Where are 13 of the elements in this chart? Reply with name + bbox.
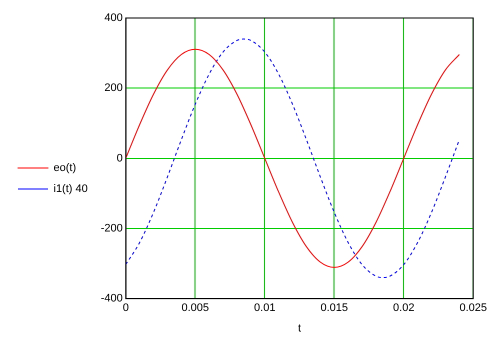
y-tick-label: -200 [100, 222, 123, 234]
y-tick-label: 200 [104, 82, 123, 94]
x-tick-label: 0.02 [393, 302, 414, 314]
x-tick-label: 0.01 [254, 302, 276, 314]
y-tick-label: 0 [116, 152, 123, 164]
x-axis-title: t [298, 322, 302, 334]
y-tick-label: 400 [104, 12, 123, 24]
x-tick-label: 0.025 [459, 302, 487, 314]
legend-label: i1(t) 40 [54, 183, 88, 196]
legend-label: eo(t) [54, 162, 76, 174]
y-tick-label: -400 [100, 292, 123, 305]
x-tick-label: 0.015 [320, 302, 348, 314]
x-tick-label: 0.005 [181, 302, 210, 314]
